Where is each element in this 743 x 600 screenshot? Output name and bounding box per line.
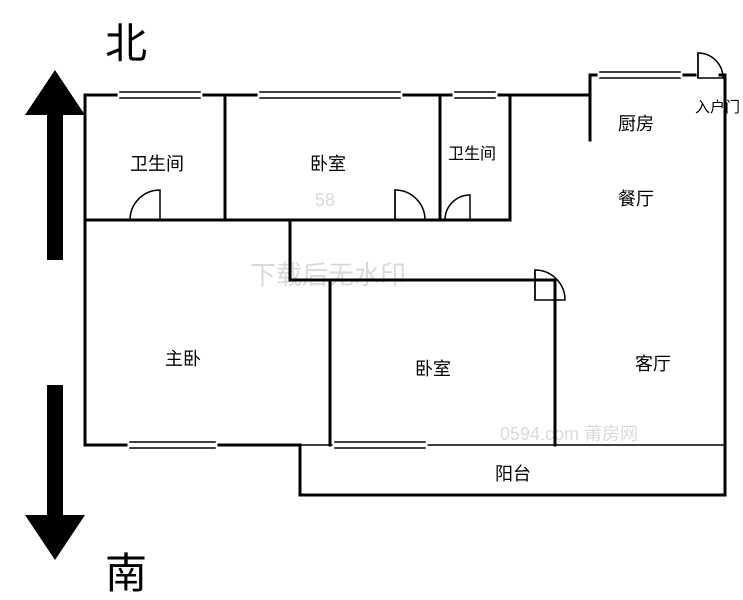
floorplan-svg [0,0,743,600]
compass-north-label: 北 [105,10,147,71]
room-label-master: 主卧 [165,345,201,371]
room-label-bath1: 卫生间 [130,150,184,176]
floorplan-stage: 北南卫生间卧室卫生间厨房入户门餐厅主卧卧室客厅阳台下载后无水印0594.com … [0,0,743,600]
room-label-kitchen: 厨房 [618,110,654,136]
room-label-bath2: 卫生间 [448,140,496,164]
room-label-balcony: 阳台 [495,460,531,486]
room-label-entry: 入户门 [695,100,713,116]
room-label-living: 客厅 [635,350,671,376]
room-label-dining: 餐厅 [618,185,654,211]
compass-south-label: 南 [105,540,147,600]
room-label-bed2: 卧室 [415,355,451,381]
room-label-bed1: 卧室 [310,150,346,176]
